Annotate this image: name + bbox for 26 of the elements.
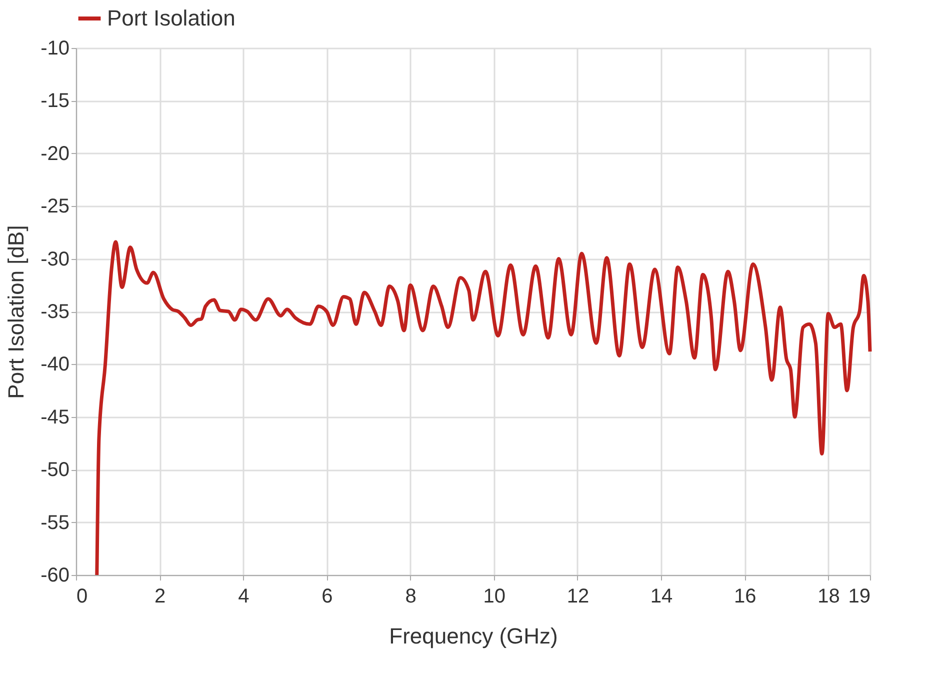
x-tick-label: 2 xyxy=(154,586,166,608)
line-series xyxy=(95,240,872,577)
y-tick-label: -30 xyxy=(40,248,70,270)
x-tick-label: 16 xyxy=(734,586,756,608)
x-tick-label: 0 xyxy=(76,586,88,608)
y-tick-label: -60 xyxy=(40,564,70,586)
y-axis-title: Port Isolation [dB] xyxy=(4,225,29,399)
x-tick-label: 10 xyxy=(483,586,506,608)
y-tick-label: -15 xyxy=(40,90,70,112)
y-tick-label: -50 xyxy=(40,459,70,482)
y-tick-label: -25 xyxy=(40,196,70,218)
x-tick-label: 14 xyxy=(650,586,673,608)
legend-label: Port Isolation xyxy=(107,6,236,30)
x-tick-label: 6 xyxy=(322,586,333,608)
x-tick-label: 8 xyxy=(405,586,416,608)
y-tick-label: -10 xyxy=(40,38,70,60)
y-tick-label: -35 xyxy=(40,301,70,323)
y-tick-label: -40 xyxy=(40,354,70,376)
x-tick-label: 4 xyxy=(238,586,250,608)
y-tick-label: -55 xyxy=(40,512,70,534)
x-tick-label: 19 xyxy=(848,586,870,608)
x-axis-title: Frequency (GHz) xyxy=(389,624,558,648)
y-tick-label: -20 xyxy=(40,142,70,165)
x-tick-label: 18 xyxy=(818,586,840,608)
y-tick-label: -45 xyxy=(40,406,70,428)
x-tick-label: 12 xyxy=(566,586,590,608)
